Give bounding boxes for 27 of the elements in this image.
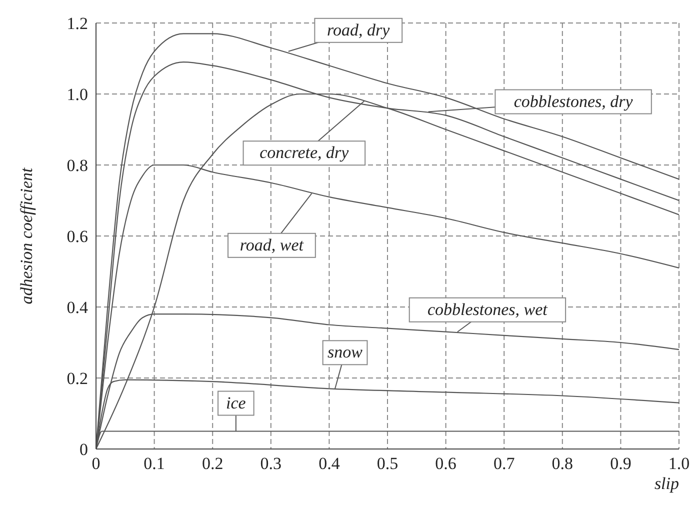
x-tick-label: 0.1 [144,454,165,474]
x-tick-label: 0.7 [493,454,516,474]
y-tick-label: 0.4 [66,298,88,318]
x-tick-label: 0.5 [376,454,398,474]
y-tick-label: 0.2 [66,369,88,388]
x-tick-label: 0.8 [552,454,574,474]
y-axis-title: adhesion coefficient [17,166,36,304]
annotation: cobblestones, dry [514,92,634,111]
x-tick-label: 0.2 [202,454,224,474]
annotation: snow [328,342,364,362]
x-axis-title: slip [654,474,679,493]
y-tick-label: 0.6 [66,227,88,246]
annotation: cobblestones, wet [428,300,549,319]
x-tick-label: 0 [92,454,100,474]
y-tick-label: 1.0 [66,85,88,104]
x-tick-label: 0.6 [435,454,456,474]
annotation: concrete, dry [260,143,350,162]
y-tick-label: 0 [80,440,88,460]
x-tick-label: 0.3 [260,454,282,474]
annotation: ice [226,393,246,412]
x-tick-label: 0.9 [610,454,632,474]
y-tick-label: 1.2 [66,14,88,34]
x-tick-label: 0.4 [318,454,340,474]
annotation: road, wet [240,235,305,254]
x-tick-label: 1.0 [668,454,690,474]
y-tick-label: 0.8 [66,156,88,176]
annotation: road, dry [327,20,390,40]
